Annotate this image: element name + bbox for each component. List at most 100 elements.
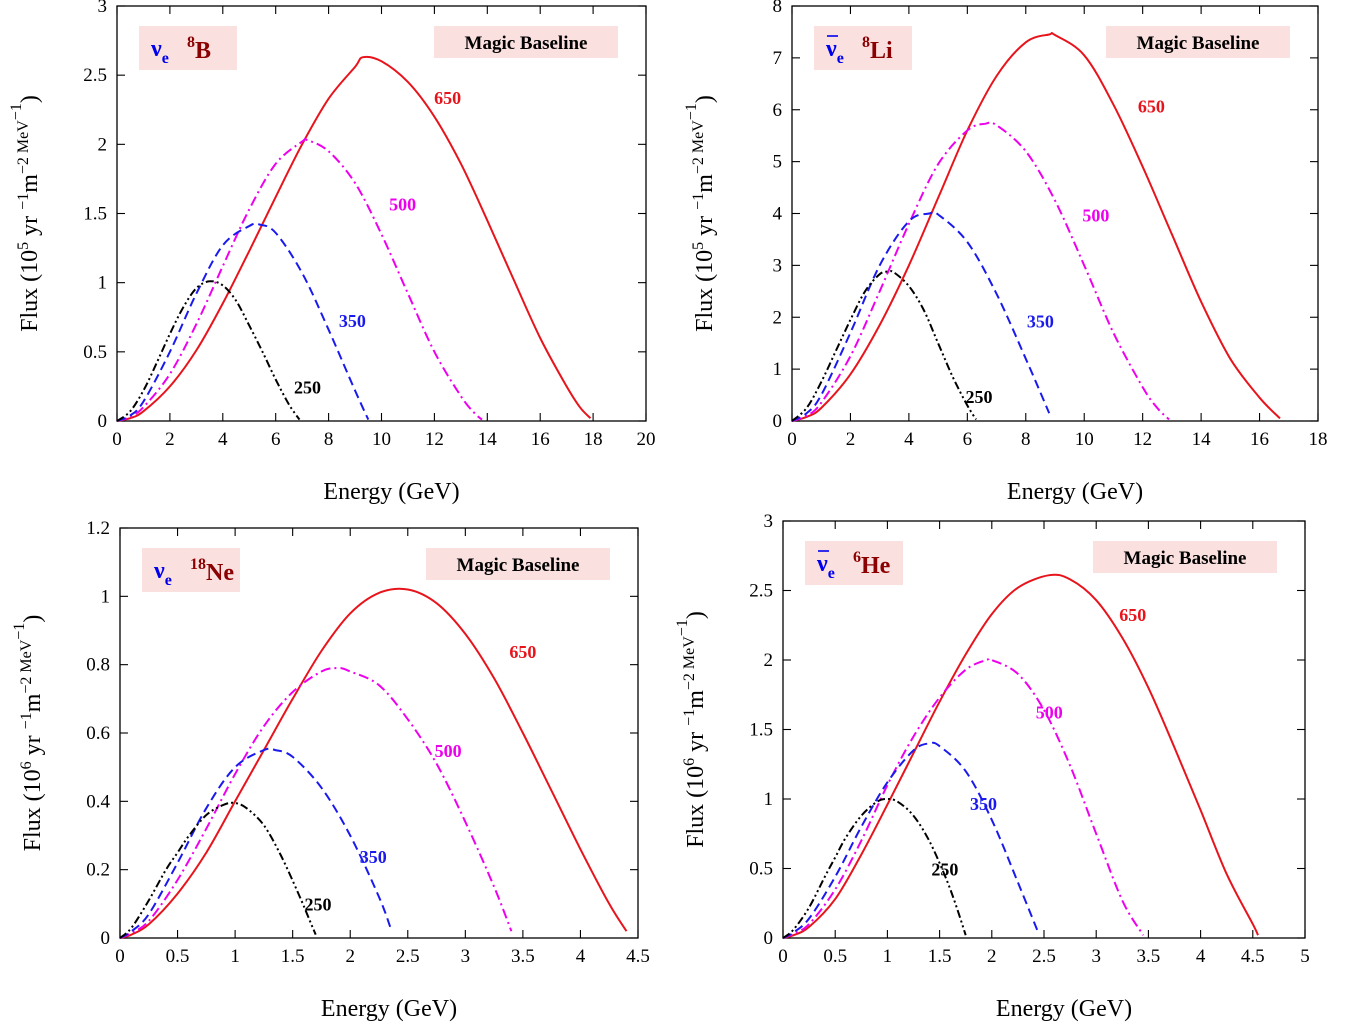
y-title-exp: −1	[11, 623, 28, 640]
y-title-exp: −1	[674, 619, 691, 636]
baseline-badge-label: Magic Baseline	[1137, 33, 1260, 54]
y-title-exp: −1	[15, 193, 32, 210]
series-label-650: 650	[1138, 96, 1165, 116]
series-line-650	[119, 587, 628, 939]
y-tick-label: 2	[764, 650, 774, 671]
y-tick-label: 0	[98, 411, 108, 432]
series-line-350	[119, 747, 392, 939]
series-line-650	[116, 55, 592, 422]
y-tick-label: 1	[101, 586, 111, 607]
series-label-250: 250	[294, 377, 321, 397]
x-axis-title: Energy (GeV)	[323, 479, 459, 505]
panel-bottom-right: 0 0.5 1 1.5 2 2.5 3 3.5 4 4.5 5 0 0.5 1 1.5 2 2.5 3 650 500…	[674, 511, 1310, 1022]
y-tick-label: 7	[773, 48, 783, 69]
series-label-250: 250	[931, 859, 958, 879]
x-tick-label: 0	[112, 429, 122, 450]
y-tick-label: 1	[764, 789, 774, 810]
x-axis-title: Energy (GeV)	[996, 996, 1132, 1022]
y-tick-label: 0.2	[86, 860, 110, 881]
x-axis-title: Energy (GeV)	[1007, 479, 1143, 505]
y-title-part: yr	[683, 726, 709, 758]
y-title-exp: 5	[690, 242, 707, 250]
isotope-element: Ne	[206, 560, 234, 586]
y-tick-label: 0	[764, 928, 774, 949]
neutrino-symbol: νe	[825, 36, 844, 67]
x-tick-label: 4	[576, 946, 586, 967]
y-tick-label: 3	[764, 511, 774, 532]
neutrino-flavor-subscript: e	[165, 572, 172, 589]
neutrino-symbol-char: ν	[816, 551, 828, 577]
y-axis-title: Flux (105 yr −1m−2 MeV−1)	[683, 95, 718, 332]
x-tick-label: 2.5	[396, 946, 420, 967]
y-title-exp: −1	[681, 709, 698, 726]
x-tick-label: 16	[531, 429, 550, 450]
y-title-unit: MeV	[690, 120, 707, 157]
y-tick-label: 0	[773, 411, 783, 432]
neutrino-symbol: νe	[150, 36, 169, 67]
series-label-650: 650	[434, 88, 461, 108]
y-title-close: )	[692, 95, 718, 103]
y-title-base: Flux (10	[20, 769, 46, 851]
baseline-badge	[1093, 541, 1277, 573]
y-title-base: Flux (10	[683, 766, 709, 848]
neutrino-symbol-char: ν	[825, 36, 837, 62]
neutrino-symbol-char: ν	[150, 36, 162, 62]
isotope-mass-number: 6	[853, 549, 861, 566]
isotope-mass-number: 18	[190, 556, 206, 573]
y-tick-label: 2	[98, 134, 108, 155]
y-title-exp: −1	[683, 103, 700, 120]
x-tick-label: 0.5	[823, 946, 847, 967]
isotope-name: 8Li	[862, 34, 893, 64]
series-label-650: 650	[509, 642, 536, 662]
y-title-exp: −2	[690, 157, 707, 174]
neutrino-flavor-subscript: e	[837, 50, 844, 67]
x-axis-title: Energy (GeV)	[321, 996, 457, 1022]
y-title-unit: MeV	[681, 636, 698, 673]
x-tick-label: 16	[1250, 429, 1269, 450]
series-line-650	[791, 32, 1281, 422]
y-tick-label: 2	[773, 307, 783, 328]
x-tick-label: 2	[987, 946, 997, 967]
x-tick-label: 10	[372, 429, 391, 450]
y-title-base: Flux (10	[17, 250, 43, 332]
isotope-mass-number: 8	[187, 34, 195, 51]
x-tick-label: 18	[1309, 429, 1328, 450]
x-tick-label: 2	[345, 946, 355, 967]
y-title-exp: −1	[8, 103, 25, 120]
y-title-part: yr	[692, 210, 718, 242]
series-line-250	[791, 270, 977, 422]
y-tick-label: 1.5	[749, 720, 773, 741]
x-tick-label: 12	[425, 429, 444, 450]
isotope-name: 18Ne	[190, 556, 234, 586]
x-tick-label: 1	[883, 946, 893, 967]
series-line-250	[119, 801, 317, 939]
x-tick-label: 0	[115, 946, 125, 967]
panel-top-right: 0 2 4 6 8 10 12 14 16 18012345678650500350250Magi…	[683, 0, 1328, 505]
y-title-exp: −2	[681, 673, 698, 690]
y-title-close: )	[683, 611, 709, 619]
series-label-350: 350	[970, 794, 997, 814]
x-tick-label: 8	[324, 429, 334, 450]
baseline-badge-label: Magic Baseline	[465, 33, 588, 54]
x-tick-label: 1.5	[281, 946, 305, 967]
y-title-exp: 6	[18, 761, 35, 769]
x-tick-label: 2	[165, 429, 175, 450]
y-tick-label: 2.5	[749, 581, 773, 602]
x-tick-label: 4	[218, 429, 228, 450]
y-tick-label: 1	[773, 359, 783, 380]
x-tick-label: 10	[1075, 429, 1094, 450]
y-tick-label: 5	[773, 152, 783, 173]
y-tick-label: 1.2	[86, 518, 110, 539]
x-tick-label: 6	[963, 429, 973, 450]
isotope-element: Li	[870, 38, 893, 64]
baseline-badge	[1106, 26, 1290, 58]
y-tick-label: 0.6	[86, 723, 110, 744]
series-line-650	[782, 573, 1259, 939]
x-tick-label: 3.5	[511, 946, 535, 967]
y-tick-label: 0.5	[749, 859, 773, 880]
series-label-350: 350	[1027, 312, 1054, 332]
isotope-element: B	[195, 38, 211, 64]
baseline-badge-label: Magic Baseline	[1124, 548, 1247, 569]
y-title-close: )	[17, 95, 43, 103]
